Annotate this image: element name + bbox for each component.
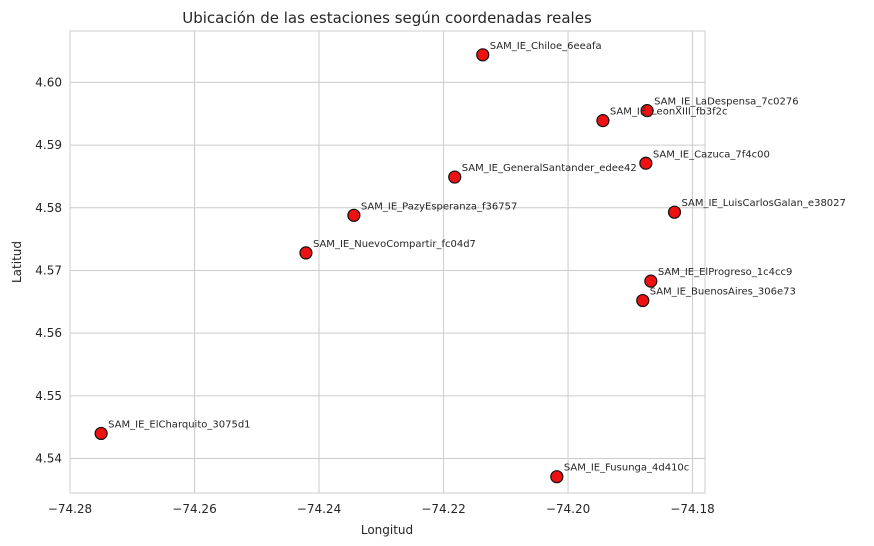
x-tick-label: −74.20 xyxy=(546,502,590,516)
y-axis-ticks: 4.54 4.55 4.56 4.57 4.58 4.59 4.60 xyxy=(35,75,62,465)
station-label: SAM_IE_Cazuca_7f4c00 xyxy=(653,149,770,160)
x-tick-label: −74.24 xyxy=(297,502,341,516)
station-label: SAM_IE_GeneralSantander_edee42 xyxy=(462,163,637,174)
station-label: SAM_IE_ElProgreso_1c4cc9 xyxy=(658,267,793,278)
station-label: SAM_IE_BuenosAires_306e73 xyxy=(650,287,796,298)
station-label: SAM_IE_LaDespensa_7c0276 xyxy=(654,97,799,108)
x-tick-label: −74.28 xyxy=(48,502,92,516)
data-points xyxy=(94,48,682,484)
station-point xyxy=(639,156,653,170)
x-axis-ticks: −74.28 −74.26 −74.24 −74.22 −74.20 −74.18 xyxy=(48,502,715,516)
station-point xyxy=(636,293,650,308)
y-tick-label: 4.55 xyxy=(35,389,62,403)
y-tick-label: 4.54 xyxy=(35,452,62,466)
plot-frame xyxy=(69,30,706,494)
station-label: SAM_IE_LuisCarlosGalan_e38027 xyxy=(681,198,845,209)
x-tick-label: −74.26 xyxy=(172,502,216,516)
plot-area xyxy=(70,31,705,493)
station-label: SAM_IE_Fusunga_4d410c xyxy=(564,463,689,474)
station-label: SAM_IE_LeonXIII_fb3f2c xyxy=(610,107,728,118)
y-tick-label: 4.60 xyxy=(35,75,62,89)
x-tick-label: −74.18 xyxy=(670,502,714,516)
station-point xyxy=(347,208,361,222)
y-tick-label: 4.57 xyxy=(35,263,62,277)
station-point xyxy=(667,205,682,219)
station-point xyxy=(644,274,658,288)
x-tick-label: −74.22 xyxy=(421,502,465,516)
station-point xyxy=(299,246,313,260)
station-point xyxy=(94,426,108,441)
y-tick-label: 4.58 xyxy=(35,201,62,215)
station-label: SAM_IE_PazyEsperanza_f36757 xyxy=(361,201,517,212)
y-tick-label: 4.56 xyxy=(35,326,62,340)
grid-lines xyxy=(69,31,705,493)
station-point xyxy=(640,104,654,118)
chart-title: Ubicación de las estaciones según coorde… xyxy=(182,9,592,27)
y-tick-label: 4.59 xyxy=(35,138,62,152)
y-axis-label: Latitud xyxy=(10,241,24,283)
station-point xyxy=(596,114,610,128)
station-label: SAM_IE_ElCharquito_3075d1 xyxy=(108,419,250,430)
station-point xyxy=(476,48,490,62)
x-axis-label: Longitud xyxy=(361,523,413,537)
station-label: SAM_IE_Chiloe_6eeafa xyxy=(490,41,602,52)
station-label: SAM_IE_NuevoCompartir_fc04d7 xyxy=(313,239,476,250)
station-point xyxy=(448,170,462,184)
station-point xyxy=(550,470,564,484)
point-labels: SAM_IE_Chiloe_6eeafa SAM_IE_LaDespensa_7c… xyxy=(108,41,846,474)
